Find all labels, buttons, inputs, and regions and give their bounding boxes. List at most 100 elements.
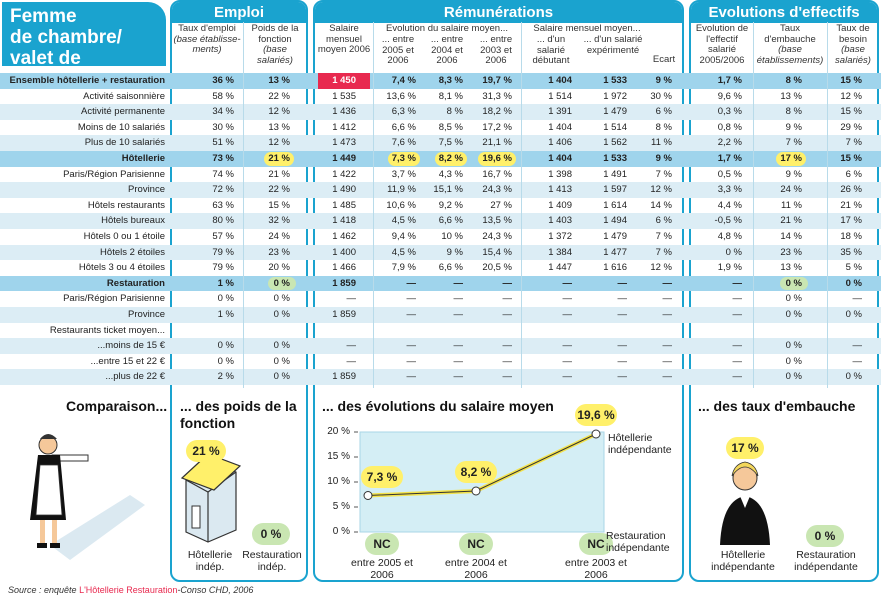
data-label-hotellerie: 19,6 % xyxy=(575,404,617,426)
table-cell: 13 % xyxy=(268,75,290,86)
table-cell: — xyxy=(406,309,417,320)
table-cell: 24,3 % xyxy=(482,184,512,196)
table-cell: 7,6 % xyxy=(391,137,416,149)
table-cell: — xyxy=(562,309,573,320)
header-taux-besoin: Taux de besoin (base salariés) xyxy=(835,23,871,66)
table-cell: 1 372 xyxy=(548,231,572,242)
table-cell: 29 % xyxy=(840,121,862,133)
data-label-restauration: NC xyxy=(579,533,613,555)
table-cell: 9 % xyxy=(785,168,802,180)
header-evol-effectif: Evolution de l'effectif salarié 2005/200… xyxy=(695,23,749,66)
table-cell: 13 % xyxy=(780,262,802,274)
table-cell: 11,9 % xyxy=(387,184,416,196)
table-cell: 4,5 % xyxy=(391,215,416,227)
header-taux-embauche: Taux d'embauche (base établissements) xyxy=(756,23,824,66)
row-label: Ensemble hôtellerie + restauration xyxy=(9,75,165,86)
data-label-restauration: NC xyxy=(459,533,493,555)
table-cell: 35 % xyxy=(840,246,862,258)
series-name-hotellerie: Hôtellerie indépendante xyxy=(608,432,672,456)
table-cell: — xyxy=(852,340,863,352)
table-cell: 22 % xyxy=(268,184,290,196)
embauche-restauration-value: 0 % xyxy=(806,525,844,547)
table-cell: 1 479 xyxy=(603,106,627,118)
table-cell: — xyxy=(562,293,573,305)
row-label: Province xyxy=(128,184,165,196)
header-evol-2005: ... entre 2005 et 2006 xyxy=(381,34,415,66)
table-cell: 1 384 xyxy=(548,246,572,258)
table-cell: 15 % xyxy=(840,153,862,164)
table-cell: 1 466 xyxy=(332,262,356,274)
table-cell: 1 514 xyxy=(603,121,627,133)
table-cell: 1,7 % xyxy=(717,153,742,164)
table-cell: 10,6 % xyxy=(386,199,416,211)
table-cell: 13,6 % xyxy=(386,90,416,102)
table-cell: 6,6 % xyxy=(438,262,463,274)
table-cell: 0 % xyxy=(273,355,290,367)
row-label: Paris/Région Parisienne xyxy=(63,168,165,180)
table-row: Paris/Région Parisienne 0 % 0 % — — — — — — — — 0 %… xyxy=(0,291,881,307)
table-cell: 8 % xyxy=(785,106,802,118)
table-cell: — xyxy=(617,277,628,289)
table-cell: — xyxy=(453,293,464,305)
table-cell: 13 % xyxy=(268,121,290,133)
table-cell: 1 403 xyxy=(548,215,572,227)
table-cell: 58 % xyxy=(212,90,234,102)
table-cell: — xyxy=(732,277,743,289)
table-row: Restaurants ticket moyen... xyxy=(0,323,881,339)
table-cell: 1,9 % xyxy=(717,262,742,274)
table-cell: 6,3 % xyxy=(391,106,416,118)
row-label: Paris/Région Parisienne xyxy=(63,293,165,305)
table-cell: 74 % xyxy=(212,168,234,180)
highlight-cell xyxy=(318,73,370,89)
table-cell: 17 % xyxy=(776,151,806,167)
table-cell: 15 % xyxy=(840,75,862,86)
table-cell: 1 422 xyxy=(332,168,356,180)
embauche-hotellerie-value: 17 % xyxy=(726,437,764,459)
series-name-restauration: Restauration indépendante xyxy=(606,530,670,554)
table-cell: 1 477 xyxy=(603,246,627,258)
table-cell: — xyxy=(502,309,513,320)
table-cell: 17 % xyxy=(840,215,862,227)
poids-restauration-label: Restauration indép. xyxy=(242,549,302,573)
table-cell: — xyxy=(346,355,357,367)
table-cell: — xyxy=(406,355,417,367)
table-cell: 15 % xyxy=(840,106,862,118)
table-cell: 7,9 % xyxy=(391,262,416,274)
table-cell: 1 616 xyxy=(603,262,627,274)
header-poids-fonction: Poids de la fonction (base salariés) xyxy=(251,23,299,66)
table-cell: 1 473 xyxy=(332,137,356,149)
table-cell: 26 % xyxy=(840,184,862,196)
row-label: Hôtels 2 étoiles xyxy=(100,246,165,258)
table-row: Restauration 1 % 0 % 1 859 — — — — — — — 0 % 0 % xyxy=(0,275,881,292)
table-cell: 2 % xyxy=(217,371,234,383)
table-cell: 2,2 % xyxy=(717,137,742,149)
table-row: Moins de 10 salariés 30 % 13 % 1 412 6,6 % 8,… xyxy=(0,120,881,136)
row-label: Activité saisonnière xyxy=(83,90,165,102)
table-cell: 1 412 xyxy=(332,121,356,133)
table-cell: 34 % xyxy=(212,106,234,118)
table-cell: 1 391 xyxy=(548,106,572,118)
table-cell: 1 % xyxy=(217,277,234,289)
x-category-label: entre 2005 et 2006 xyxy=(351,557,413,581)
table-row: Activité saisonnière 58 % 22 % 1 535 13,6 % 8… xyxy=(0,89,881,105)
table-cell: 24 % xyxy=(780,184,802,196)
table-cell: 0,8 % xyxy=(717,121,742,133)
header-salaire-moyen: Salaire mensuel moyen 2006 xyxy=(317,23,371,55)
table-cell: 1 462 xyxy=(332,231,356,242)
embauche-hotellerie-label: Hôtellerie indépendante xyxy=(711,549,775,573)
table-cell: 0 % xyxy=(273,371,290,383)
table-cell: 1 406 xyxy=(548,137,572,149)
table-cell: 7 % xyxy=(785,137,802,149)
table-cell: 5 % xyxy=(845,262,862,274)
table-cell: 1 404 xyxy=(548,75,572,86)
table-cell: 0 % xyxy=(845,371,862,383)
table-cell: 20 % xyxy=(268,262,290,274)
table-cell: 0 % xyxy=(217,340,234,352)
table-cell: 23 % xyxy=(268,246,290,258)
table-cell: 8 % xyxy=(655,121,672,133)
table-row: Hôtels 2 étoiles 79 % 23 % 1 400 4,5 % 9 % 15,… xyxy=(0,244,881,261)
table-cell: 7 % xyxy=(845,137,862,149)
table-cell: 12 % xyxy=(840,90,862,102)
table-cell: 0 % xyxy=(217,355,234,367)
table-cell: 9 % xyxy=(446,246,463,258)
